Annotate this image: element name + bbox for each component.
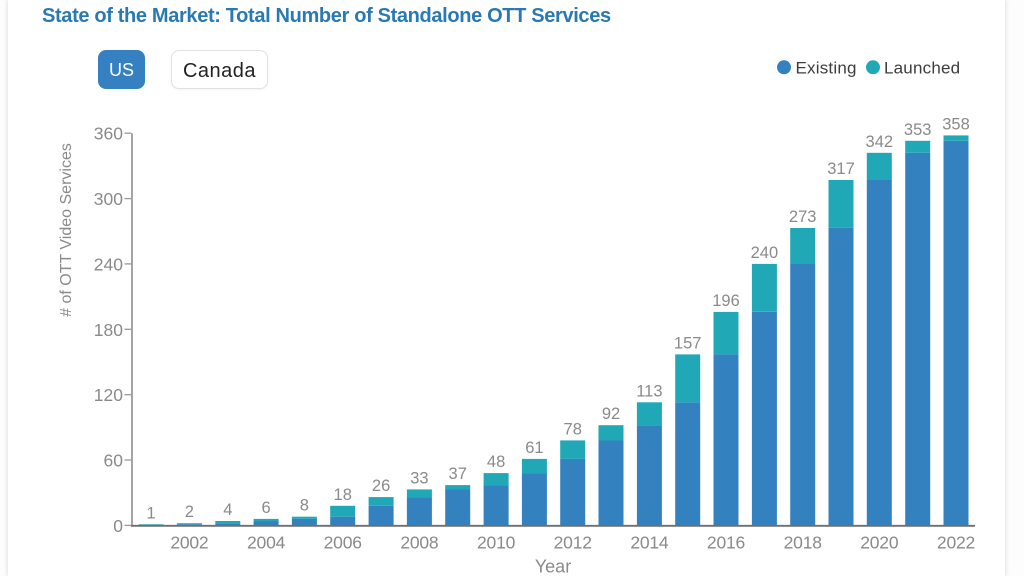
svg-text:240: 240 (94, 254, 123, 274)
svg-text:48: 48 (487, 453, 505, 471)
svg-text:Existing: Existing (796, 58, 857, 77)
svg-text:6: 6 (262, 499, 271, 517)
svg-text:# of OTT Video Services: # of OTT Video Services (58, 143, 75, 317)
svg-text:26: 26 (372, 477, 390, 495)
svg-text:37: 37 (449, 465, 467, 483)
svg-text:0: 0 (113, 516, 123, 536)
svg-text:61: 61 (525, 439, 543, 457)
svg-text:1: 1 (147, 504, 156, 522)
svg-text:4: 4 (223, 501, 232, 519)
svg-text:273: 273 (789, 208, 817, 226)
svg-text:78: 78 (564, 420, 582, 438)
svg-text:2008: 2008 (400, 532, 438, 552)
svg-text:2016: 2016 (707, 532, 745, 552)
svg-text:358: 358 (942, 115, 970, 133)
svg-text:2010: 2010 (477, 532, 516, 552)
svg-text:92: 92 (602, 405, 620, 423)
svg-text:2002: 2002 (170, 532, 208, 552)
svg-text:33: 33 (410, 469, 428, 487)
svg-text:360: 360 (94, 124, 123, 144)
svg-text:2020: 2020 (860, 532, 899, 552)
svg-text:240: 240 (751, 244, 779, 262)
svg-text:353: 353 (904, 121, 932, 139)
svg-text:Launched: Launched (884, 58, 960, 77)
svg-text:300: 300 (94, 189, 123, 209)
svg-text:2014: 2014 (630, 532, 669, 552)
svg-text:120: 120 (94, 385, 123, 405)
svg-text:2: 2 (185, 503, 194, 521)
svg-text:60: 60 (104, 451, 124, 471)
svg-text:2018: 2018 (784, 532, 822, 552)
svg-text:317: 317 (827, 160, 855, 178)
svg-text:342: 342 (866, 133, 894, 151)
svg-text:2012: 2012 (554, 532, 592, 552)
svg-text:196: 196 (712, 292, 740, 310)
svg-text:8: 8 (300, 497, 309, 515)
svg-text:2006: 2006 (324, 532, 362, 552)
svg-text:180: 180 (94, 320, 123, 340)
svg-text:Year: Year (535, 557, 571, 576)
svg-text:113: 113 (636, 382, 662, 400)
svg-text:18: 18 (334, 486, 352, 504)
svg-text:2004: 2004 (247, 532, 286, 552)
svg-text:157: 157 (674, 334, 702, 352)
svg-text:2022: 2022 (937, 532, 975, 552)
